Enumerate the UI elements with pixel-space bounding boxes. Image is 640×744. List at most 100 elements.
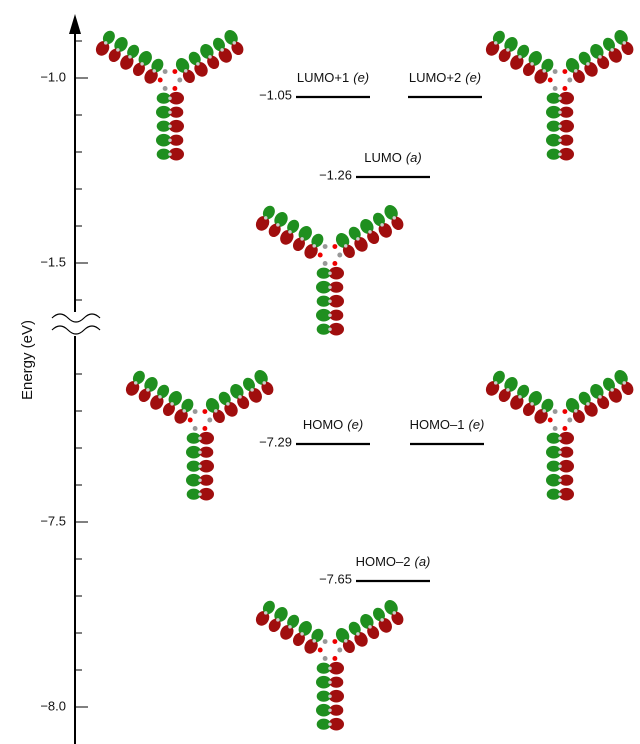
atom	[558, 492, 562, 496]
orbital-lobe	[558, 431, 574, 445]
atom	[610, 48, 614, 52]
orbital-lobe	[194, 61, 208, 77]
atom	[322, 244, 328, 249]
level-symmetry: (e)	[347, 417, 363, 432]
atom	[288, 230, 292, 234]
orbital-lobe	[522, 62, 535, 77]
level-label: HOMO–2 (a)	[356, 554, 431, 569]
atom	[344, 639, 348, 643]
atom	[170, 402, 174, 406]
orbital-lobe	[168, 147, 184, 161]
atom	[288, 625, 292, 629]
atom	[317, 252, 323, 258]
orbital-lobe	[186, 488, 201, 500]
orbital-lobe	[597, 55, 610, 70]
orbital-lobe	[541, 398, 554, 413]
atom	[214, 409, 218, 413]
level-label: LUMO+2 (e)	[409, 70, 481, 85]
orbital-lobe	[546, 473, 562, 487]
level-label: HOMO–1 (e)	[410, 417, 485, 432]
atom	[558, 124, 562, 128]
orbital-lobe	[378, 617, 392, 633]
atom	[168, 96, 172, 100]
orbital-lobe	[329, 281, 344, 293]
axis-break	[51, 313, 101, 335]
orbital-lobe	[287, 614, 300, 629]
atom	[493, 381, 498, 385]
atom	[622, 381, 627, 385]
atom	[250, 388, 254, 392]
orbital-lobe	[546, 488, 561, 500]
orbital-lobe	[342, 639, 355, 654]
atom	[172, 69, 178, 74]
orbital-lobe	[156, 133, 172, 147]
orbital-lobe	[304, 638, 318, 654]
atom	[146, 388, 150, 392]
orbital-lobe	[391, 611, 404, 626]
atom	[238, 395, 242, 399]
atom	[198, 436, 202, 440]
orbital-lobe	[316, 267, 331, 279]
atom	[202, 426, 208, 431]
orbital-lobe	[237, 395, 250, 410]
atom	[574, 69, 578, 73]
atom	[368, 230, 372, 234]
atom	[157, 77, 163, 83]
orbital-lobe	[546, 133, 562, 147]
atom	[530, 402, 534, 406]
atom	[518, 395, 522, 399]
orbital-lobe	[565, 398, 580, 413]
atom	[567, 417, 573, 423]
orbital-lobe	[517, 384, 530, 399]
atom	[300, 632, 304, 636]
atom	[192, 409, 198, 414]
orbital-lobe	[254, 370, 268, 385]
orbital-lobe	[186, 473, 202, 487]
orbital-lobe	[492, 370, 505, 385]
level-energy: −7.29	[259, 434, 292, 449]
orbital-lobe	[144, 68, 158, 84]
orbital-lobe	[498, 388, 511, 403]
level-energy: −1.05	[259, 87, 292, 102]
orbital-image	[485, 30, 634, 161]
level-label: LUMO+1 (e)	[297, 70, 369, 85]
atom	[558, 450, 562, 454]
orbital-lobe	[198, 459, 214, 473]
orbital-lobe	[384, 205, 398, 220]
orbital-image	[95, 30, 244, 161]
orbital-lobe	[298, 226, 312, 241]
orbital-lobe	[546, 120, 561, 132]
orbital-lobe	[578, 391, 591, 406]
orbital-lobe	[316, 690, 331, 702]
orbital-lobe	[590, 44, 604, 59]
level-symmetry: (e)	[353, 70, 369, 85]
orbital-lobe	[565, 58, 580, 73]
orbital-lobe	[231, 41, 244, 56]
orbital-lobe	[517, 44, 530, 59]
level-symmetry: (e)	[465, 70, 481, 85]
orbital-lobe	[360, 219, 374, 234]
atom	[312, 244, 316, 248]
orbital-lobe	[298, 621, 312, 636]
orbital-lobe	[168, 119, 184, 133]
atom	[552, 69, 558, 74]
orbital-lobe	[510, 54, 524, 70]
orbital-lobe	[102, 30, 115, 45]
atom	[552, 409, 558, 414]
orbital-lobe	[546, 148, 561, 160]
atom	[558, 478, 562, 482]
orbital-lobe	[199, 446, 214, 458]
atom	[506, 388, 510, 392]
orbital-lobe	[614, 370, 628, 385]
atom	[562, 69, 568, 74]
atom	[177, 77, 183, 83]
orbital-lobe	[608, 387, 622, 403]
orbital-lobe	[328, 294, 344, 308]
atom	[328, 285, 332, 289]
orbital-lobe	[268, 223, 281, 238]
orbital-lobe	[328, 689, 344, 703]
orbital-lobe	[292, 237, 305, 252]
orbital-lobe	[328, 717, 344, 731]
atom	[622, 41, 627, 45]
